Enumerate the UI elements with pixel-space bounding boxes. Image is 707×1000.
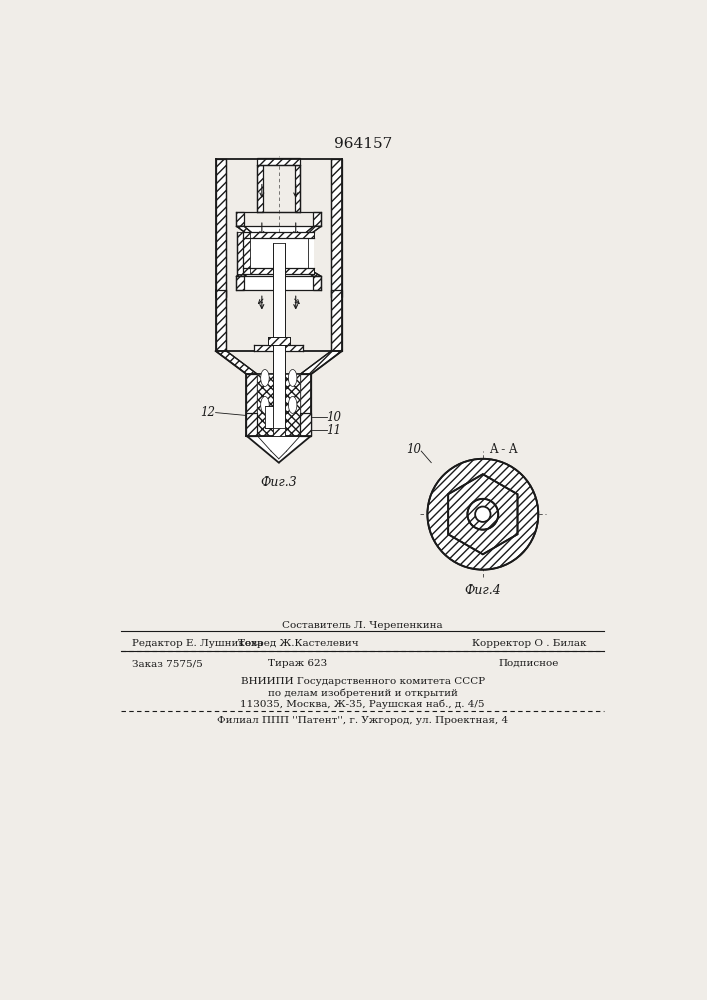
Polygon shape bbox=[300, 351, 342, 374]
Bar bbox=[273, 243, 285, 436]
Polygon shape bbox=[293, 262, 321, 276]
Polygon shape bbox=[236, 226, 264, 243]
Bar bbox=[265, 406, 273, 428]
Bar bbox=[331, 158, 342, 297]
Text: 10: 10 bbox=[406, 443, 421, 456]
Text: Техред Ж.Кастелевич: Техред Ж.Кастелевич bbox=[238, 639, 358, 648]
Polygon shape bbox=[448, 474, 518, 554]
Bar bbox=[236, 212, 244, 226]
Bar bbox=[257, 165, 262, 212]
Text: Фиг.4: Фиг.4 bbox=[464, 584, 501, 597]
Text: Филиал ППП ''Патент'', г. Ужгород, ул. Проектная, 4: Филиал ППП ''Патент'', г. Ужгород, ул. П… bbox=[217, 716, 508, 725]
Bar bbox=[300, 374, 311, 436]
Polygon shape bbox=[293, 226, 321, 243]
Circle shape bbox=[467, 499, 498, 530]
Bar bbox=[300, 413, 311, 436]
Text: 12: 12 bbox=[201, 406, 216, 419]
Circle shape bbox=[475, 507, 491, 522]
Bar bbox=[243, 232, 314, 238]
Polygon shape bbox=[247, 436, 311, 463]
Text: 10: 10 bbox=[327, 411, 341, 424]
Bar bbox=[257, 158, 300, 165]
Bar bbox=[268, 337, 290, 345]
Bar bbox=[250, 238, 314, 268]
Text: 11: 11 bbox=[327, 424, 341, 437]
Bar bbox=[216, 290, 226, 351]
Bar bbox=[216, 158, 226, 297]
Text: 113035, Москва, Ж-35, Раушская наб., д. 4/5: 113035, Москва, Ж-35, Раушская наб., д. … bbox=[240, 699, 485, 709]
Text: Заказ 7575/5: Заказ 7575/5 bbox=[132, 659, 203, 668]
Text: по делам изобретений и открытий: по делам изобретений и открытий bbox=[268, 688, 457, 698]
Bar bbox=[313, 276, 321, 290]
Text: Тираж 623: Тираж 623 bbox=[269, 659, 327, 668]
Bar bbox=[313, 212, 321, 226]
Text: Корректор О . Билак: Корректор О . Билак bbox=[472, 639, 586, 648]
Text: A - A: A - A bbox=[489, 443, 518, 456]
Bar bbox=[236, 276, 244, 290]
Text: 964157: 964157 bbox=[334, 137, 392, 151]
Bar bbox=[247, 374, 257, 436]
Bar bbox=[244, 226, 313, 290]
Bar bbox=[285, 374, 300, 436]
Text: ВНИИПИ Государственного комитета СССР: ВНИИПИ Государственного комитета СССР bbox=[240, 677, 485, 686]
Bar bbox=[247, 413, 257, 436]
Bar bbox=[295, 165, 300, 212]
Bar bbox=[254, 345, 303, 351]
Polygon shape bbox=[216, 351, 257, 374]
Ellipse shape bbox=[261, 396, 269, 413]
Bar bbox=[264, 243, 293, 262]
Bar bbox=[257, 374, 273, 436]
Bar bbox=[259, 243, 264, 262]
Ellipse shape bbox=[288, 396, 297, 413]
Text: Подписное: Подписное bbox=[499, 659, 559, 668]
Bar bbox=[243, 232, 250, 274]
Bar bbox=[273, 428, 285, 436]
Bar bbox=[243, 268, 314, 274]
Ellipse shape bbox=[261, 369, 269, 386]
Ellipse shape bbox=[288, 369, 297, 386]
Bar bbox=[238, 232, 243, 274]
Bar bbox=[331, 290, 342, 351]
Text: Редактор Е. Лушникова: Редактор Е. Лушникова bbox=[132, 639, 264, 648]
Polygon shape bbox=[236, 262, 264, 276]
Circle shape bbox=[428, 459, 538, 570]
Text: Составитель Л. Черепенкина: Составитель Л. Черепенкина bbox=[282, 621, 443, 630]
Text: Фиг.3: Фиг.3 bbox=[260, 476, 297, 489]
Bar bbox=[293, 243, 298, 262]
